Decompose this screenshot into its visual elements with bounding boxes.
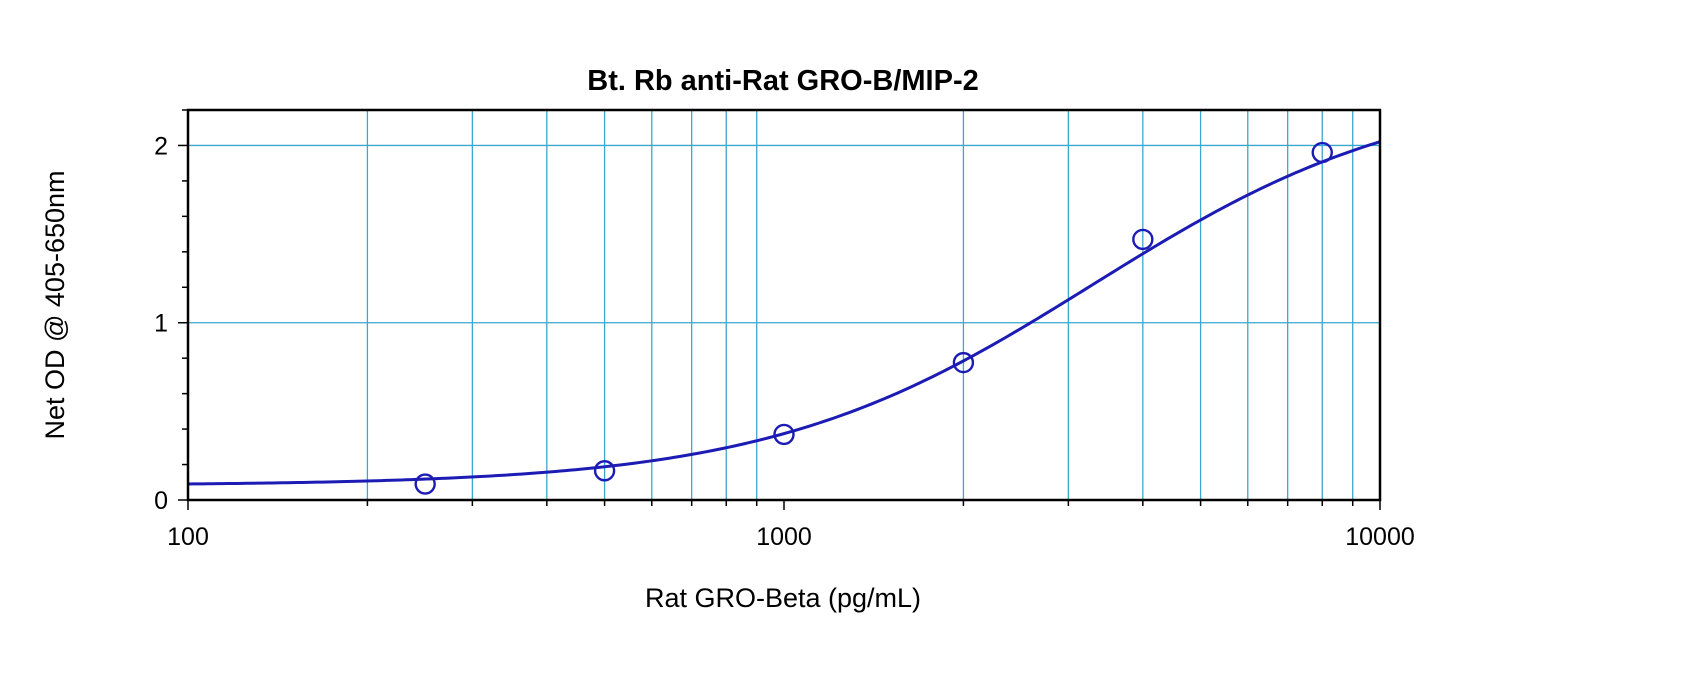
grid-lines	[188, 110, 1380, 500]
y-tick-label: 1	[154, 310, 168, 338]
data-point	[1311, 141, 1333, 164]
data-point	[593, 460, 616, 482]
axis-ticks	[178, 109, 1381, 510]
chart-title: Bt. Rb anti-Rat GRO-B/MIP-2	[587, 65, 979, 97]
y-tick-label: 2	[154, 132, 168, 160]
tick-labels: 100 1000 10000 0 1 2	[154, 132, 1415, 551]
x-axis-label: Rat GRO-Beta (pg/mL)	[645, 583, 921, 613]
y-axis-label: Net OD @ 405-650nm	[40, 170, 70, 439]
data-point	[414, 473, 436, 495]
y-tick-label: 0	[154, 487, 168, 515]
x-tick-label: 10000	[1345, 523, 1415, 551]
fit-curve-layer	[187, 140, 1381, 486]
data-point	[952, 351, 975, 374]
data-points	[414, 141, 1333, 495]
x-tick-label: 100	[167, 523, 209, 551]
data-point	[1132, 228, 1154, 251]
x-tick-label: 1000	[756, 523, 812, 551]
fit-curve	[187, 140, 1381, 486]
data-point	[773, 423, 795, 446]
